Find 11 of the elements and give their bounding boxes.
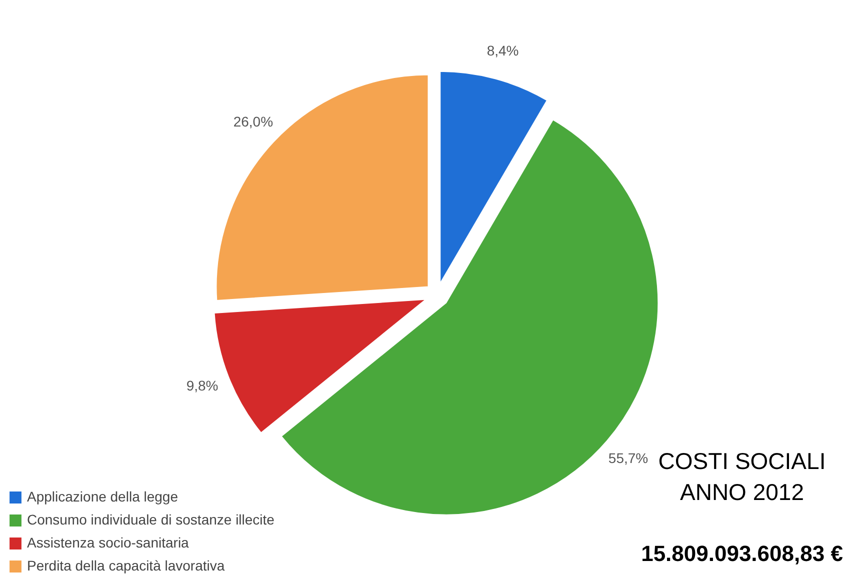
legend-label: Perdita della capacità lavorativa [27, 558, 225, 574]
text: 15.809.093.608,83 € [641, 541, 843, 566]
data-label: 55,7% [608, 450, 648, 466]
text: ANNO 2012 [680, 479, 804, 505]
legend-label: Assistenza socio-sanitaria [27, 534, 190, 550]
data-label: 9,8% [186, 378, 218, 394]
text: COSTI SOCIALI [658, 448, 826, 474]
data-label: 26,0% [233, 114, 274, 130]
legend-label: Applicazione della legge [27, 488, 178, 504]
data-label: 8,4% [486, 42, 519, 59]
legend-label: Consumo individuale di sostanze illecite [27, 512, 275, 528]
